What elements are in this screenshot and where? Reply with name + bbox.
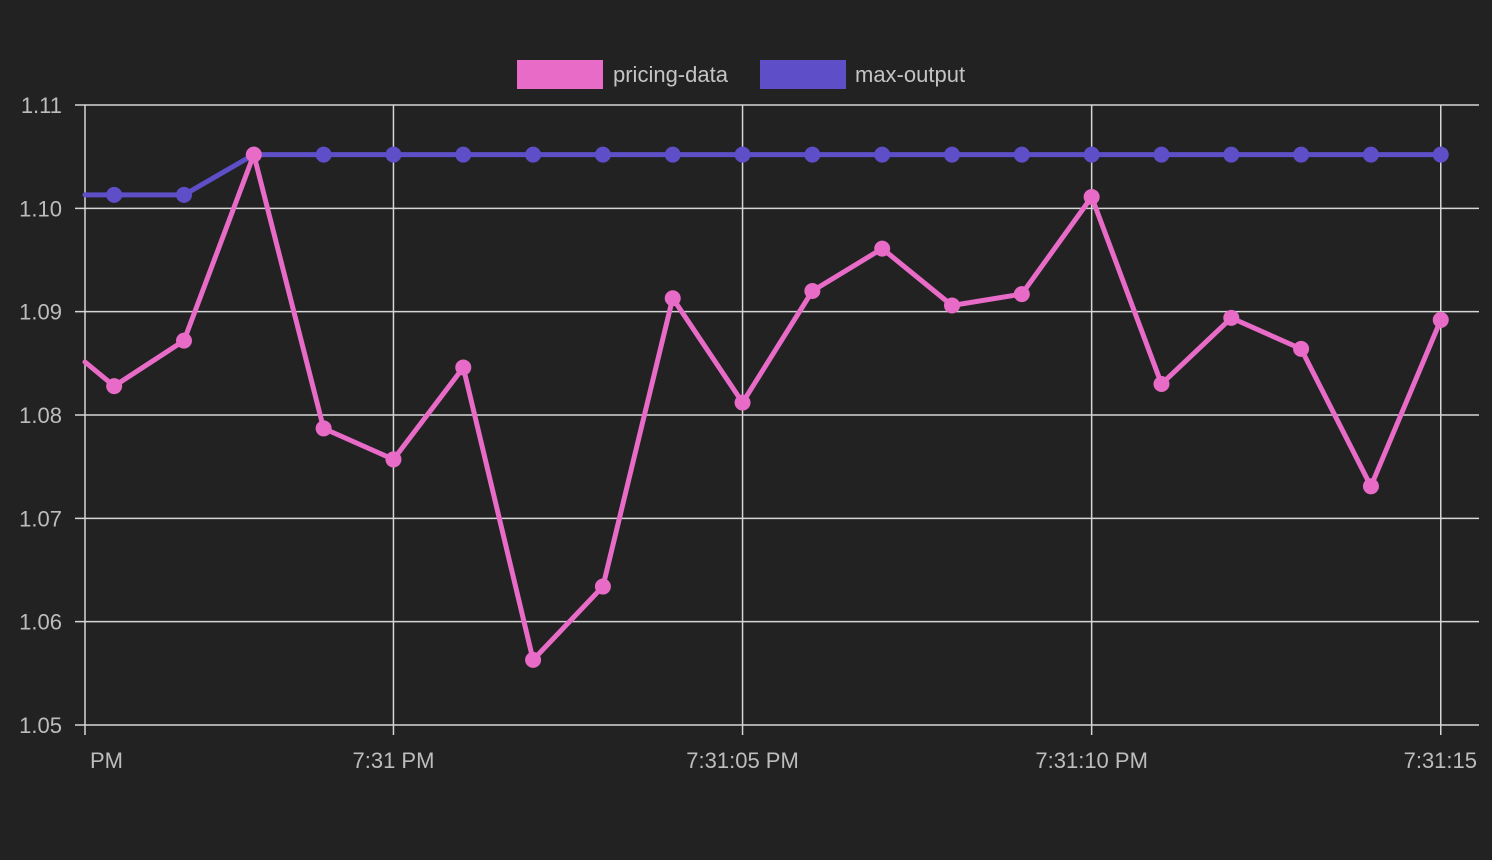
- data-point[interactable]: [734, 146, 751, 163]
- y-tick-label: 1.07: [19, 506, 62, 531]
- data-point[interactable]: [1362, 478, 1379, 495]
- legend[interactable]: pricing-data max-output: [517, 60, 965, 89]
- x-tick-label: 7:31:15: [1404, 748, 1477, 773]
- data-point[interactable]: [315, 420, 332, 437]
- legend-swatch: [760, 60, 846, 89]
- data-point[interactable]: [944, 297, 961, 314]
- axes: 1.11 1.10 1.09 1.08 1.07 1.06 1.05 PM 7:31 PM 7:3…: [19, 93, 1477, 773]
- y-tick-label: 1.08: [19, 403, 62, 428]
- data-point[interactable]: [1293, 146, 1310, 163]
- data-point[interactable]: [664, 146, 681, 163]
- y-tick-label: 1.05: [19, 713, 62, 738]
- legend-label: max-output: [855, 62, 965, 87]
- series-max-output: [82, 146, 1449, 203]
- data-point[interactable]: [1013, 146, 1030, 163]
- x-tick-label: 7:31:05 PM: [686, 748, 799, 773]
- data-point[interactable]: [1153, 376, 1170, 392]
- series-pricing-data: [82, 146, 1449, 668]
- data-point[interactable]: [175, 332, 192, 349]
- data-point[interactable]: [1153, 146, 1170, 163]
- data-point[interactable]: [175, 186, 192, 203]
- y-tick-label: 1.06: [19, 610, 62, 635]
- x-tick-label: 7:31 PM: [352, 748, 434, 773]
- legend-swatch: [517, 60, 603, 89]
- grid: [75, 104, 1479, 735]
- data-point[interactable]: [734, 394, 751, 411]
- data-point[interactable]: [1293, 340, 1310, 357]
- data-point[interactable]: [1013, 286, 1030, 303]
- data-point[interactable]: [1083, 188, 1100, 205]
- data-point[interactable]: [106, 186, 123, 203]
- data-point[interactable]: [455, 359, 472, 376]
- data-point[interactable]: [1223, 309, 1240, 326]
- data-point[interactable]: [1432, 146, 1449, 163]
- data-point[interactable]: [315, 146, 332, 163]
- data-point[interactable]: [944, 146, 961, 163]
- series-line: [82, 152, 1444, 198]
- data-point[interactable]: [385, 146, 402, 163]
- legend-item-max-output[interactable]: max-output: [760, 60, 965, 89]
- data-point[interactable]: [385, 451, 402, 468]
- data-point[interactable]: [455, 146, 472, 163]
- data-point[interactable]: [525, 146, 542, 163]
- legend-item-pricing-data[interactable]: pricing-data: [517, 60, 729, 89]
- data-point[interactable]: [664, 290, 681, 307]
- data-point[interactable]: [1083, 146, 1100, 163]
- data-point[interactable]: [804, 283, 821, 299]
- series-layer: [82, 146, 1449, 668]
- data-point[interactable]: [245, 146, 262, 163]
- legend-label: pricing-data: [613, 62, 729, 87]
- y-tick-label: 1.10: [19, 196, 62, 221]
- data-point[interactable]: [594, 146, 611, 163]
- series-line: [82, 152, 1444, 663]
- y-tick-label: 1.11: [21, 93, 62, 118]
- data-point[interactable]: [1362, 146, 1379, 163]
- data-point[interactable]: [106, 378, 123, 395]
- data-point[interactable]: [874, 240, 891, 257]
- data-point[interactable]: [1223, 146, 1240, 163]
- x-tick-label: 7:31:10 PM: [1035, 748, 1148, 773]
- data-point[interactable]: [804, 146, 821, 163]
- data-point[interactable]: [594, 578, 611, 595]
- data-point[interactable]: [1432, 311, 1449, 328]
- data-point[interactable]: [874, 146, 891, 163]
- data-point[interactable]: [525, 651, 542, 668]
- x-tick-label: PM: [90, 748, 123, 773]
- y-tick-label: 1.09: [19, 300, 62, 325]
